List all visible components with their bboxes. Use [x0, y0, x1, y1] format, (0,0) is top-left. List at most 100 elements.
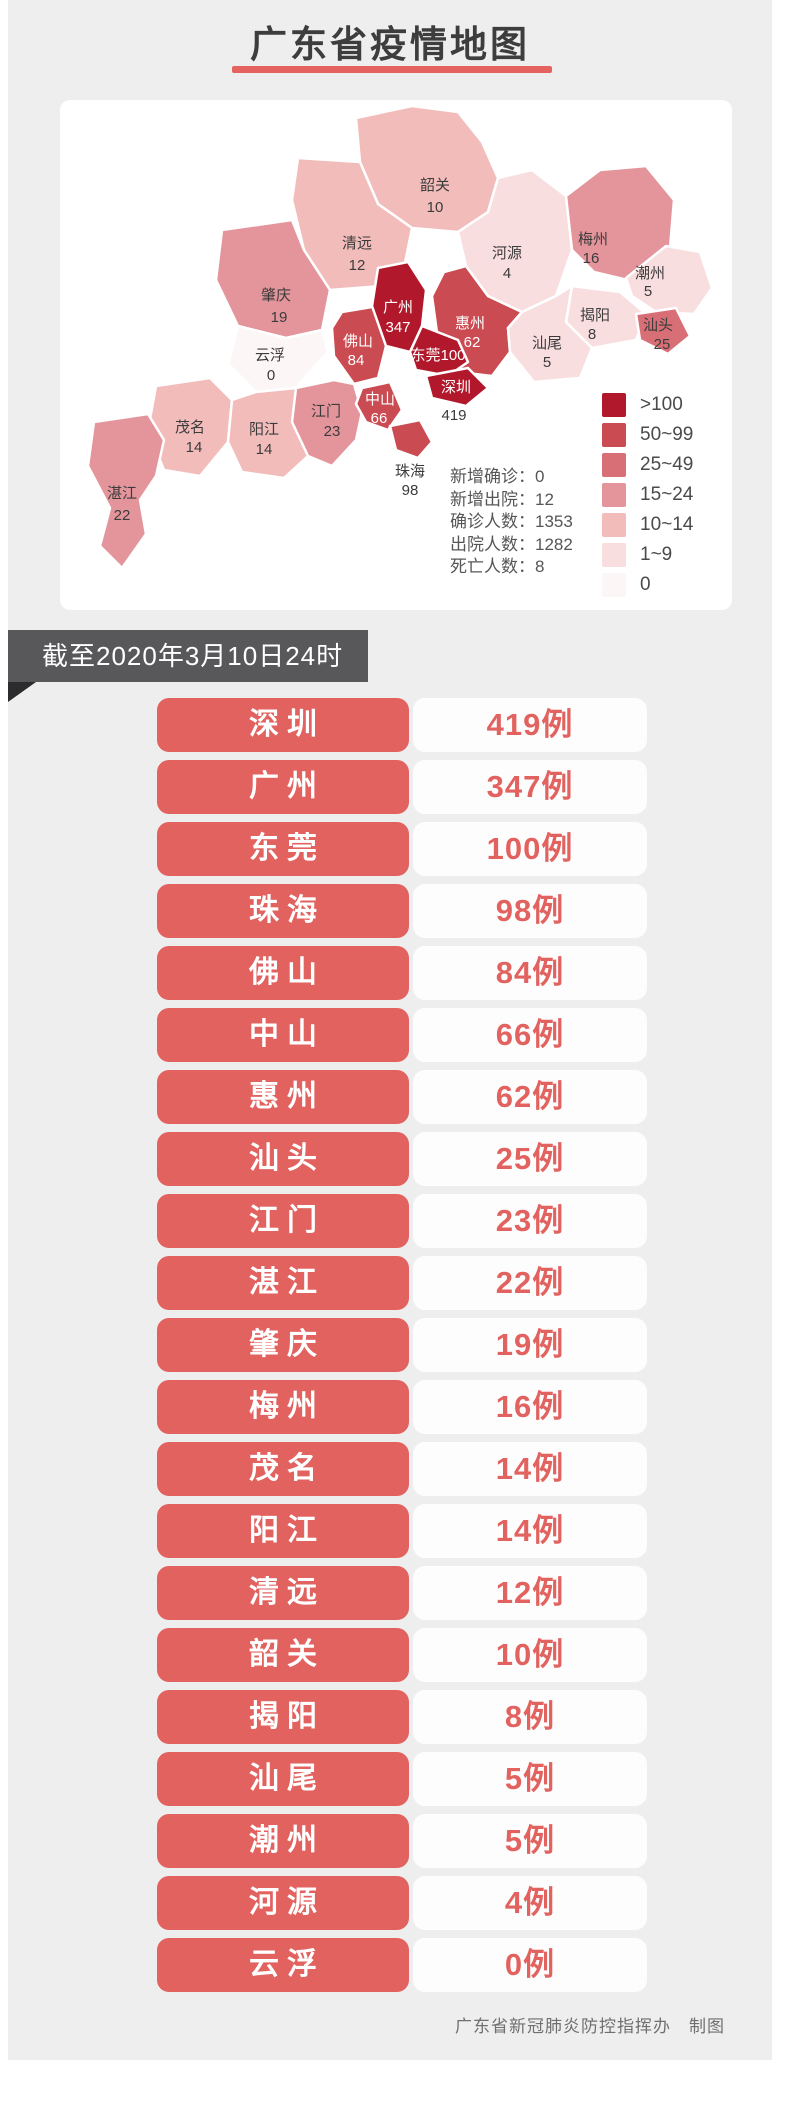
region-label: 珠海 — [395, 463, 425, 480]
count-unit: 例 — [532, 1017, 565, 1052]
list-item: 河源 4例 — [157, 1876, 647, 1930]
region-value: 23 — [324, 423, 341, 440]
legend-item: 1~9 — [602, 540, 693, 570]
list-item: 阳江 14例 — [157, 1504, 647, 1558]
list-item: 梅州 16例 — [157, 1380, 647, 1434]
region-dongguan — [408, 324, 470, 378]
region-label: 汕头 — [643, 317, 673, 334]
list-item: 肇庆 19例 — [157, 1318, 647, 1372]
stat-label: 确诊人数 — [450, 512, 518, 531]
region-value: 16 — [583, 250, 600, 267]
legend-item: 50~99 — [602, 420, 693, 450]
region-label: 清远 — [342, 235, 372, 252]
title-underline — [232, 66, 552, 73]
stat-separator: ： — [518, 467, 535, 486]
count-unit: 例 — [523, 1761, 556, 1796]
region-label: 东莞100 — [410, 347, 465, 364]
legend-label: 25~49 — [640, 454, 694, 475]
count-value: 4 — [504, 1885, 524, 1920]
stat-separator: ： — [518, 534, 535, 554]
count-pill: 62例 — [413, 1070, 647, 1124]
legend-swatch — [602, 483, 626, 507]
legend-swatch — [602, 543, 626, 567]
count-value: 62 — [495, 1079, 533, 1114]
region-label: 韶关 — [420, 177, 450, 194]
region-zhuhai — [388, 418, 434, 460]
city-pill: 湛江 — [157, 1256, 409, 1310]
region-value: 5 — [644, 283, 652, 300]
region-value: 4 — [503, 265, 511, 282]
count-unit: 例 — [523, 1947, 556, 1982]
count-unit: 例 — [532, 1265, 565, 1300]
city-pill: 河源 — [157, 1876, 409, 1930]
count-unit: 例 — [532, 1203, 565, 1238]
list-item: 韶关 10例 — [157, 1628, 647, 1682]
region-label: 惠州 — [455, 315, 485, 332]
count-value: 19 — [495, 1327, 533, 1362]
ribbon-fold — [8, 682, 36, 702]
count-unit: 例 — [532, 1389, 565, 1424]
stat-separator: ： — [518, 557, 535, 576]
city-pill: 广州 — [157, 760, 409, 814]
region-value: 14 — [256, 441, 273, 458]
region-value: 8 — [588, 326, 596, 343]
city-pill: 江门 — [157, 1194, 409, 1248]
region-label: 广州 — [383, 299, 413, 316]
legend-label: 0 — [640, 574, 651, 595]
region-chaozhou — [624, 244, 714, 316]
list-item: 汕头 25例 — [157, 1132, 647, 1186]
region-jiangmen — [290, 378, 364, 468]
list-item: 广州 347例 — [157, 760, 647, 814]
count-unit: 例 — [523, 1699, 556, 1734]
city-pill: 梅州 — [157, 1380, 409, 1434]
count-pill: 16例 — [413, 1380, 647, 1434]
count-value: 23 — [495, 1203, 533, 1238]
count-value: 347 — [486, 769, 542, 804]
region-label: 揭阳 — [580, 307, 610, 324]
count-value: 14 — [495, 1513, 533, 1548]
count-unit: 例 — [532, 1141, 565, 1176]
region-value: 19 — [271, 309, 288, 326]
list-item: 深圳 419例 — [157, 698, 647, 752]
region-value: 84 — [348, 352, 365, 369]
count-value: 10 — [495, 1637, 533, 1672]
count-pill: 14例 — [413, 1442, 647, 1496]
stat-line: 新增确诊：0 — [450, 466, 573, 489]
count-unit: 例 — [532, 1327, 565, 1362]
city-pill: 茂名 — [157, 1442, 409, 1496]
list-item: 珠海 98例 — [157, 884, 647, 938]
legend-label: 1~9 — [640, 544, 673, 565]
legend-swatch — [602, 453, 626, 477]
region-label: 肇庆 — [261, 287, 291, 304]
count-value: 8 — [504, 1699, 524, 1734]
region-label: 中山 — [365, 391, 395, 408]
credit-footer: 广东省新冠肺炎防控指挥办 制图 — [455, 2017, 725, 2036]
city-pill: 清远 — [157, 1566, 409, 1620]
region-label: 湛江 — [107, 485, 137, 502]
region-label: 梅州 — [578, 231, 608, 248]
count-pill: 84例 — [413, 946, 647, 1000]
count-pill: 0例 — [413, 1938, 647, 1992]
region-value: 12 — [349, 257, 366, 274]
date-ribbon-text: 截至2020年3月10日24时 — [42, 641, 344, 671]
legend-item: 10~14 — [602, 510, 693, 540]
count-unit: 例 — [523, 1885, 556, 1920]
count-pill: 100例 — [413, 822, 647, 876]
count-pill: 22例 — [413, 1256, 647, 1310]
legend-item: 0 — [602, 570, 693, 600]
count-value: 5 — [504, 1823, 524, 1858]
count-unit: 例 — [532, 1637, 565, 1672]
legend-label: 15~24 — [640, 484, 694, 505]
region-value: 62 — [464, 334, 481, 351]
region-label: 佛山 — [343, 333, 373, 350]
legend-swatch — [602, 513, 626, 537]
region-label: 潮州 — [635, 265, 665, 282]
stat-value: 12 — [535, 489, 554, 509]
count-value: 25 — [495, 1141, 533, 1176]
list-item: 江门 23例 — [157, 1194, 647, 1248]
region-value: 347 — [385, 319, 410, 336]
summary-stats: 新增确诊：0 新增出院：12 确诊人数：1353 出院人数：1282 死亡人数：… — [450, 466, 573, 579]
city-pill: 深圳 — [157, 698, 409, 752]
list-item: 揭阳 8例 — [157, 1690, 647, 1744]
legend-item: 25~49 — [602, 450, 693, 480]
